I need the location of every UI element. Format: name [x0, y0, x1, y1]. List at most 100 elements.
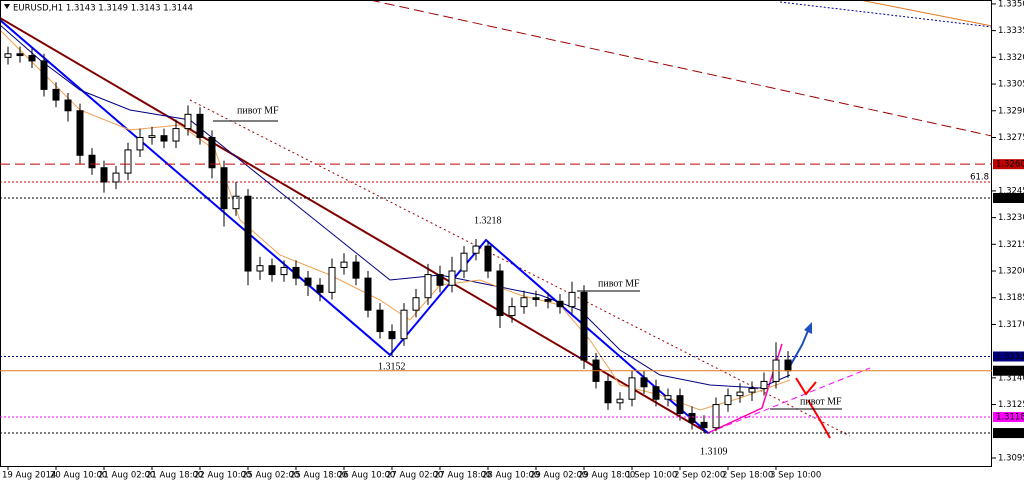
candle-body — [556, 300, 564, 308]
moving-average — [0, 24, 791, 389]
zigzag — [0, 19, 709, 434]
candle-body — [568, 291, 576, 308]
candle-body — [268, 265, 276, 276]
candle-body — [640, 377, 648, 388]
level-label: 1.3118 — [996, 413, 1024, 423]
candle-body — [784, 359, 792, 372]
annotation: пивот MF — [800, 396, 842, 407]
candle-body — [748, 388, 756, 393]
candle-body — [136, 136, 144, 151]
y-tick-label: 1.3245 — [998, 186, 1024, 196]
x-tick-label: 29 Aug 18:00 — [578, 471, 635, 481]
annotations: пивот MF пивот MF пивот MF 1.3218 1.3152… — [237, 105, 842, 457]
fib-label: 61.8 — [970, 172, 989, 182]
candle-body — [472, 245, 480, 254]
candle-body — [736, 391, 744, 397]
candle-body — [532, 297, 540, 301]
level-label: 1.3152 — [996, 352, 1024, 362]
candle-body — [304, 277, 312, 286]
y-tick-label: 1.3335 — [998, 26, 1024, 36]
trend-line — [189, 99, 851, 437]
y-tick-label: 1.3290 — [998, 106, 1024, 116]
candle-body — [208, 136, 216, 169]
y-tick-label: 1.3200 — [998, 267, 1024, 277]
candle-body — [52, 88, 60, 101]
x-tick-label: 25 Aug 02:00 — [242, 471, 299, 481]
annotation: 1.3109 — [700, 446, 728, 457]
candle-body — [88, 154, 96, 169]
title-icon — [4, 4, 10, 9]
level-box — [993, 365, 1024, 376]
candle-body — [376, 309, 384, 333]
candle-body — [700, 421, 708, 429]
candle-body — [628, 377, 636, 400]
candle-body — [148, 135, 156, 138]
arrow — [789, 325, 811, 367]
level-label: 1.3144 — [996, 366, 1024, 376]
candle-body — [316, 284, 324, 293]
arrow — [795, 377, 817, 396]
moving-average — [0, 29, 791, 411]
candle-body — [292, 266, 300, 279]
x-tick-label: 3 Sep 10:00 — [770, 471, 821, 481]
candle-body — [412, 297, 420, 311]
candle-body — [280, 266, 288, 276]
arrow-head — [804, 322, 812, 334]
annotation: пивот MF — [598, 278, 640, 289]
candle-body — [520, 297, 528, 308]
x-tick-label: 27 Aug 18:00 — [434, 471, 491, 481]
candle-body — [724, 395, 732, 406]
candle-body — [160, 135, 168, 142]
x-tick-label: 28 Aug 10:00 — [482, 471, 539, 481]
candle-body — [328, 266, 336, 293]
candle-body — [496, 270, 504, 317]
candle-body — [760, 380, 768, 390]
x-tick-label: 21 Aug 18:00 — [146, 471, 203, 481]
candle-body — [712, 404, 720, 429]
candle-body — [40, 60, 48, 90]
x-tick-label: 22 Aug 10:00 — [194, 471, 251, 481]
y-tick-label: 1.3305 — [998, 80, 1024, 90]
candle-body — [64, 99, 72, 112]
arrow — [807, 399, 831, 439]
candle-body — [76, 110, 84, 156]
candle-body — [484, 245, 492, 272]
level-box — [993, 193, 1024, 204]
candle-body — [196, 113, 204, 138]
trend-line — [859, 0, 993, 27]
candle-body — [364, 277, 372, 311]
x-tick-label: 19 Aug 2014 — [2, 471, 56, 481]
candle-body — [28, 55, 36, 62]
candle-body — [244, 195, 252, 272]
candle-body — [112, 172, 120, 183]
candle-body — [460, 252, 468, 272]
annotation: 1.3152 — [378, 361, 406, 372]
x-tick-label: 26 Aug 10:00 — [338, 471, 395, 481]
x-tick-label: 2 Sep 02:00 — [674, 471, 725, 481]
y-tick-label: 1.3095 — [998, 453, 1024, 463]
candle-body — [16, 53, 24, 57]
candle-body — [424, 274, 432, 299]
level-box — [993, 351, 1024, 362]
level-box — [993, 428, 1024, 439]
candle-body — [580, 291, 588, 361]
candle-body — [220, 167, 228, 210]
trend-line — [369, 0, 993, 137]
y-tick-label: 1.3140 — [998, 373, 1024, 383]
y-tick-label: 1.3275 — [998, 133, 1024, 143]
x-tick-label: 29 Aug 02:00 — [530, 471, 587, 481]
trend-line — [707, 367, 871, 434]
level-label: 1.3241 — [996, 194, 1024, 204]
level-box — [993, 159, 1024, 170]
x-tick-label: 21 Aug 02:00 — [98, 471, 155, 481]
level-box — [993, 412, 1024, 423]
y-tick-label: 1.3125 — [998, 400, 1024, 410]
candle-body — [688, 412, 696, 423]
chart-title: EURUSD,H1 1.3143 1.3149 1.3143 1.3144 — [13, 4, 193, 14]
drawings — [0, 0, 993, 439]
plot-frame — [0, 0, 992, 467]
annotation: 1.3218 — [474, 215, 502, 226]
candle-body — [184, 113, 192, 130]
y-tick-label: 1.3230 — [998, 213, 1024, 223]
